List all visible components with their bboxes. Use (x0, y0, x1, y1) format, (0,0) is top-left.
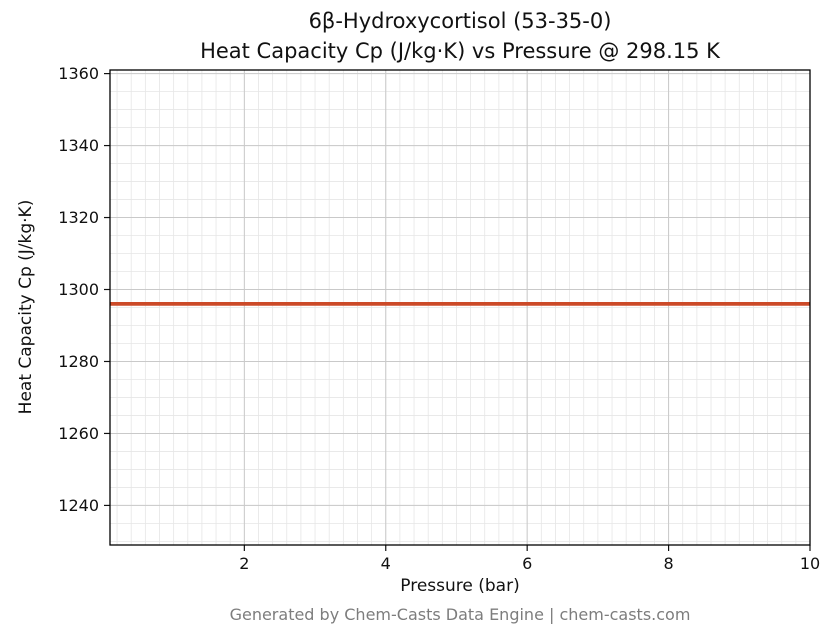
y-tick-label: 1340 (58, 136, 99, 155)
y-tick-label: 1280 (58, 352, 99, 371)
plot-border (109, 69, 811, 546)
x-tick-label: 8 (663, 554, 673, 573)
chart-title-line2: Heat Capacity Cp (J/kg·K) vs Pressure @ … (200, 39, 720, 63)
y-tick-label: 1300 (58, 280, 99, 299)
x-tick-label: 4 (381, 554, 391, 573)
chart-title-line1: 6β-Hydroxycortisol (53-35-0) (308, 9, 612, 33)
y-axis-label: Heat Capacity Cp (J/kg·K) (16, 199, 36, 415)
x-tick-label: 10 (800, 554, 820, 573)
x-tick-label: 2 (239, 554, 249, 573)
x-tick-label: 6 (522, 554, 532, 573)
x-axis-label: Pressure (bar) (400, 576, 520, 596)
y-tick-label: 1320 (58, 208, 99, 227)
chart-title-block: 6β-Hydroxycortisol (53-35-0) Heat Capaci… (110, 6, 810, 66)
y-tick-label: 1360 (58, 64, 99, 83)
y-tick-label: 1240 (58, 496, 99, 515)
footer-watermark: Generated by Chem-Casts Data Engine | ch… (229, 605, 691, 624)
y-tick-label: 1260 (58, 424, 99, 443)
